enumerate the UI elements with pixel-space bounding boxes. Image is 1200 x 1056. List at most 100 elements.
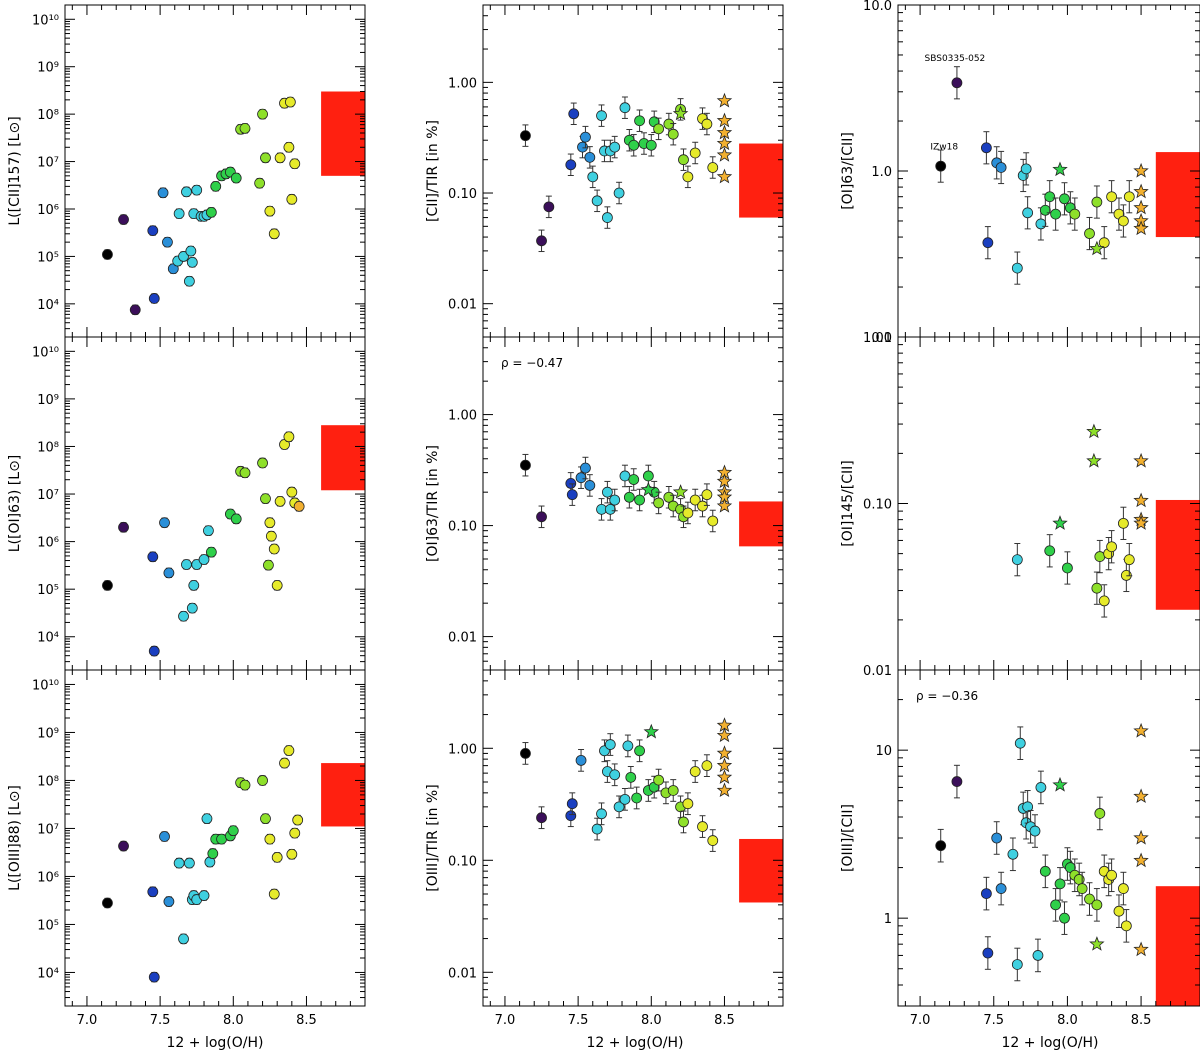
data-point <box>260 813 271 825</box>
data-point <box>707 515 719 527</box>
data-point <box>181 186 192 198</box>
data-point <box>653 123 665 135</box>
data-point <box>1117 517 1129 529</box>
star-marker <box>1133 852 1149 868</box>
data-point <box>697 500 708 512</box>
data-point <box>118 521 129 533</box>
data-point <box>604 503 616 515</box>
data-point <box>1035 782 1047 793</box>
y-tick-label: 0.10 <box>448 520 477 535</box>
data-point <box>163 896 175 907</box>
data-point <box>1050 208 1062 220</box>
reference-range-box <box>321 763 365 827</box>
data-point <box>619 102 631 114</box>
y-tick-label: 10⁸ <box>37 440 59 455</box>
y-tick-label: 0.01 <box>448 966 477 981</box>
data-point <box>689 766 701 777</box>
data-point <box>239 779 251 791</box>
data-point <box>707 162 719 173</box>
reference-range-box <box>1155 152 1200 238</box>
y-axis-label: L([CII]157) [L⊙] <box>7 116 23 225</box>
data-point <box>613 187 625 199</box>
data-point <box>1120 920 1132 932</box>
data-point <box>191 184 203 196</box>
data-point <box>1054 878 1066 890</box>
data-point <box>682 507 694 519</box>
data-point <box>159 517 170 529</box>
reference-range-box <box>739 838 783 903</box>
star-marker <box>1133 220 1149 236</box>
data-point <box>283 141 295 153</box>
data-point <box>260 493 271 505</box>
y-axis-label: [OIII]/TIR [in %] <box>425 784 441 891</box>
data-point <box>609 141 621 153</box>
data-point <box>210 180 222 192</box>
plot-frame <box>64 4 366 338</box>
star-marker <box>1133 183 1149 199</box>
correlation-label: ρ = −0.36 <box>916 689 978 703</box>
data-point <box>642 470 654 482</box>
data-point <box>565 810 577 822</box>
data-point <box>1094 808 1106 819</box>
data-point <box>185 245 197 257</box>
data-point <box>148 971 160 983</box>
data-point <box>634 745 645 757</box>
reference-range-box <box>321 91 365 176</box>
data-point <box>536 812 547 824</box>
data-point <box>265 530 277 542</box>
data-point <box>580 131 591 143</box>
star-marker <box>643 723 660 739</box>
y-tick-label: 10⁷ <box>37 156 59 171</box>
y-tick-label: 10⁹ <box>37 726 59 741</box>
data-point <box>183 275 195 287</box>
panel-cii-luminosity: 10⁴ 10⁵ 10⁶ 10⁷ 10⁸ 10⁹ 10¹⁰ L([CII]157) [L⊙] <box>7 4 366 338</box>
data-point <box>1098 237 1110 249</box>
panel-oi63-cii: 0.1 1.0 10.0 [OI]63/[CII] SBS0335-052 IZw18 <box>840 0 1200 346</box>
y-tick-label: 10¹⁰ <box>32 345 59 360</box>
data-point <box>257 457 268 469</box>
data-point <box>536 511 547 523</box>
galaxy-name-label: SBS0335-052 <box>925 54 986 64</box>
reference-range-box <box>1155 886 1200 1006</box>
star-marker <box>1052 776 1068 792</box>
data-point <box>1022 207 1034 219</box>
data-point <box>604 739 616 750</box>
data-point <box>1059 912 1070 924</box>
data-point <box>293 500 305 512</box>
star-marker <box>716 168 733 184</box>
star-marker <box>1133 829 1149 845</box>
data-point <box>991 832 1003 844</box>
y-tick-label: 10⁹ <box>37 393 59 408</box>
data-point <box>102 897 113 909</box>
data-point <box>268 888 280 900</box>
data-point <box>689 147 701 159</box>
x-tick-label: 7.0 <box>495 1013 516 1028</box>
x-tick-label: 8.0 <box>223 1013 244 1028</box>
galaxy-name-label: IZw18 <box>930 142 958 152</box>
correlation-label: ρ = −0.47 <box>501 356 563 370</box>
data-point <box>178 933 189 945</box>
data-point <box>1091 899 1103 911</box>
data-point <box>1123 554 1135 566</box>
star-marker <box>716 497 733 513</box>
data-point <box>591 195 603 207</box>
data-point <box>631 792 643 804</box>
data-point <box>1044 545 1056 557</box>
data-point <box>186 256 198 268</box>
data-point <box>257 108 268 120</box>
data-point <box>663 118 675 130</box>
data-point <box>1039 865 1051 877</box>
data-point <box>205 206 217 218</box>
data-point <box>591 823 603 835</box>
data-point <box>995 883 1007 894</box>
y-tick-label: 10⁴ <box>37 966 59 981</box>
y-tick-label: 10⁸ <box>37 774 59 789</box>
data-point <box>1014 737 1026 749</box>
star-marker <box>716 146 733 162</box>
reference-range-box <box>1155 499 1200 610</box>
data-point <box>667 785 679 796</box>
data-point <box>628 474 640 485</box>
y-axis-label: [OI]145/[CII] <box>840 460 856 546</box>
y-tick-label: 10⁶ <box>37 203 59 218</box>
plot-frame <box>482 4 784 338</box>
